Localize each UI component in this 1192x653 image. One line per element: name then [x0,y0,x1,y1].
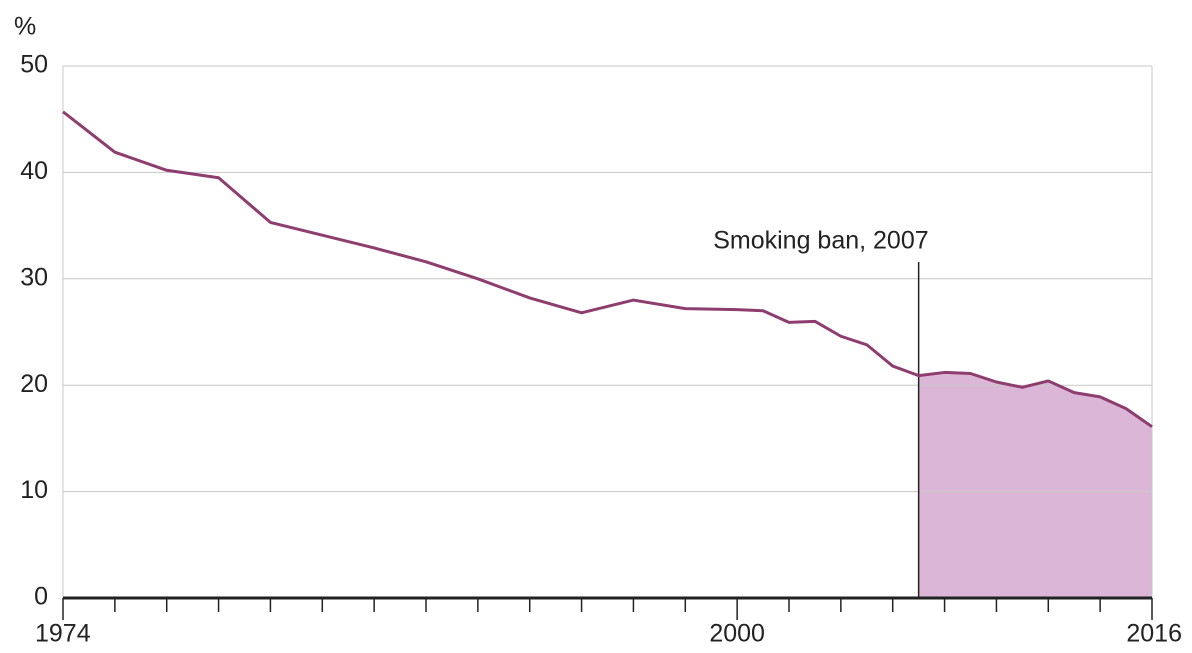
y-tick-label: 0 [34,583,48,611]
y-tick-label: 50 [20,51,48,79]
x-tick-label: 2000 [709,620,765,648]
y-tick-label: 20 [20,370,48,398]
y-axis-label: % [14,13,36,41]
x-tick-label: 2016 [1126,620,1182,648]
y-tick-label: 30 [20,263,48,291]
annotation-text: Smoking ban, 2007 [713,227,928,255]
x-tick-label: 1974 [35,620,91,648]
y-tick-label: 40 [20,157,48,185]
data-line [62,110,1153,428]
y-tick-label: 10 [20,476,48,504]
shaded-area [918,372,1152,598]
